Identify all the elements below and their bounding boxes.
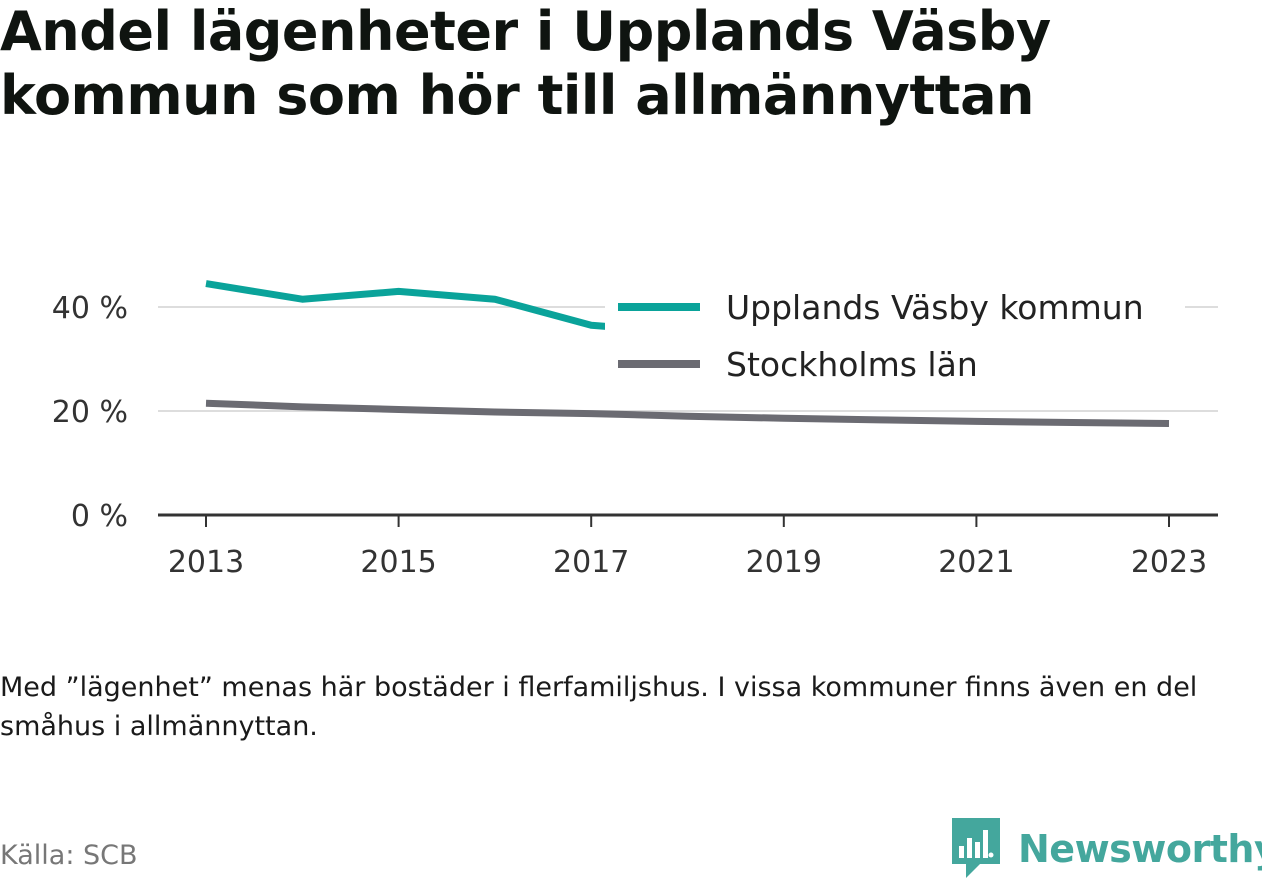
legend-label-0: Upplands Väsby kommun (726, 288, 1144, 327)
x-tick-label-2019: 2019 (746, 545, 822, 580)
source-label: Källa: SCB (0, 840, 138, 871)
line-chart: 0 % 20 % 40 % 2013 2015 2017 2019 2021 2023 Uppla… (52, 280, 1218, 580)
chart-title: Andel lägenheter i Upplands Väsby kommun… (0, 0, 1240, 128)
legend-label-1: Stockholms län (726, 345, 978, 384)
x-tick-label-2013: 2013 (168, 545, 244, 580)
y-tick-label-0: 0 % (71, 499, 128, 534)
series-line-stockholms-lan (205, 399, 1170, 427)
title-line-1: Andel lägenheter i Upplands Väsby (0, 0, 1051, 63)
x-tick-label-2015: 2015 (360, 545, 436, 580)
y-tick-label-20: 20 % (52, 395, 128, 430)
x-tick-label-2021: 2021 (938, 545, 1014, 580)
brand-name: Newsworthy (1018, 827, 1262, 871)
legend-background (605, 280, 1185, 390)
newsworthy-logo-icon (952, 818, 1000, 878)
footnote: Med ”lägenhet” menas här bostäder i fler… (0, 672, 1198, 742)
x-tick-label-2023: 2023 (1131, 545, 1207, 580)
newsworthy-logo: Newsworthy (952, 818, 1262, 880)
title-line-2: kommun som hör till allmännyttan (0, 64, 1034, 127)
y-tick-label-40: 40 % (52, 291, 128, 326)
x-tick-label-2017: 2017 (553, 545, 629, 580)
series-line-upplands-vasby (205, 280, 616, 331)
